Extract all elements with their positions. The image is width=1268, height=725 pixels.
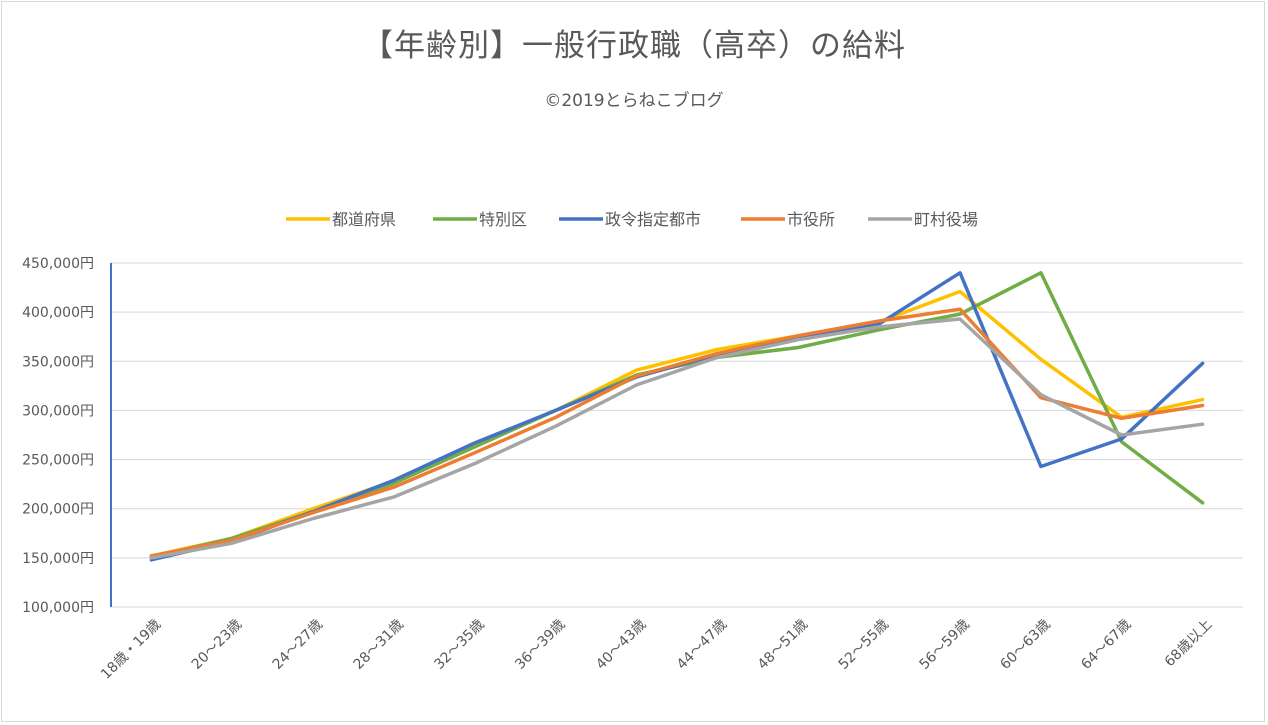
legend-label: 町村役場 <box>914 210 978 229</box>
x-tick-label: 40～43歳 <box>593 617 649 673</box>
y-tick-label: 300,000円 <box>22 403 94 419</box>
x-tick-label: 36～39歳 <box>512 617 568 673</box>
series-line <box>149 289 1205 558</box>
y-tick-label: 250,000円 <box>22 453 94 469</box>
x-tick-label: 60～63歳 <box>997 617 1053 673</box>
y-tick-label: 450,000円 <box>22 256 94 272</box>
y-tick-label: 200,000円 <box>22 502 94 518</box>
x-tick-label: 20～23歳 <box>189 617 245 673</box>
x-tick-label: 44～47歳 <box>674 617 730 673</box>
x-tick-label: 68歳以上 <box>1162 617 1216 671</box>
legend-label: 都道府県 <box>332 210 396 229</box>
y-tick-label: 350,000円 <box>22 354 94 370</box>
y-tick-label: 150,000円 <box>22 551 94 567</box>
series-line <box>149 317 1205 560</box>
x-tick-label: 18歳・19歳 <box>98 617 164 683</box>
chart-subtitle: ©2019とらねこブログ <box>544 91 724 111</box>
x-tick-label: 24～27歳 <box>270 617 326 673</box>
y-tick-label: 400,000円 <box>22 305 94 321</box>
legend-label: 政令指定都市 <box>605 210 701 229</box>
x-tick-label: 28～31歳 <box>351 617 407 673</box>
chart-title: 【年齢別】一般行政職（高卒）の給料 <box>362 28 906 64</box>
x-tick-label: 48～51歳 <box>755 617 811 673</box>
legend-label: 特別区 <box>479 210 527 229</box>
x-tick-label: 64～67歳 <box>1078 617 1134 673</box>
x-tick-label: 52～55歳 <box>836 617 892 673</box>
legend-label: 市役所 <box>787 210 835 229</box>
x-tick-label: 56～59歳 <box>917 617 973 673</box>
x-tick-label: 32～35歳 <box>431 617 487 673</box>
series-line <box>149 271 1205 562</box>
y-tick-label: 100,000円 <box>22 600 94 616</box>
